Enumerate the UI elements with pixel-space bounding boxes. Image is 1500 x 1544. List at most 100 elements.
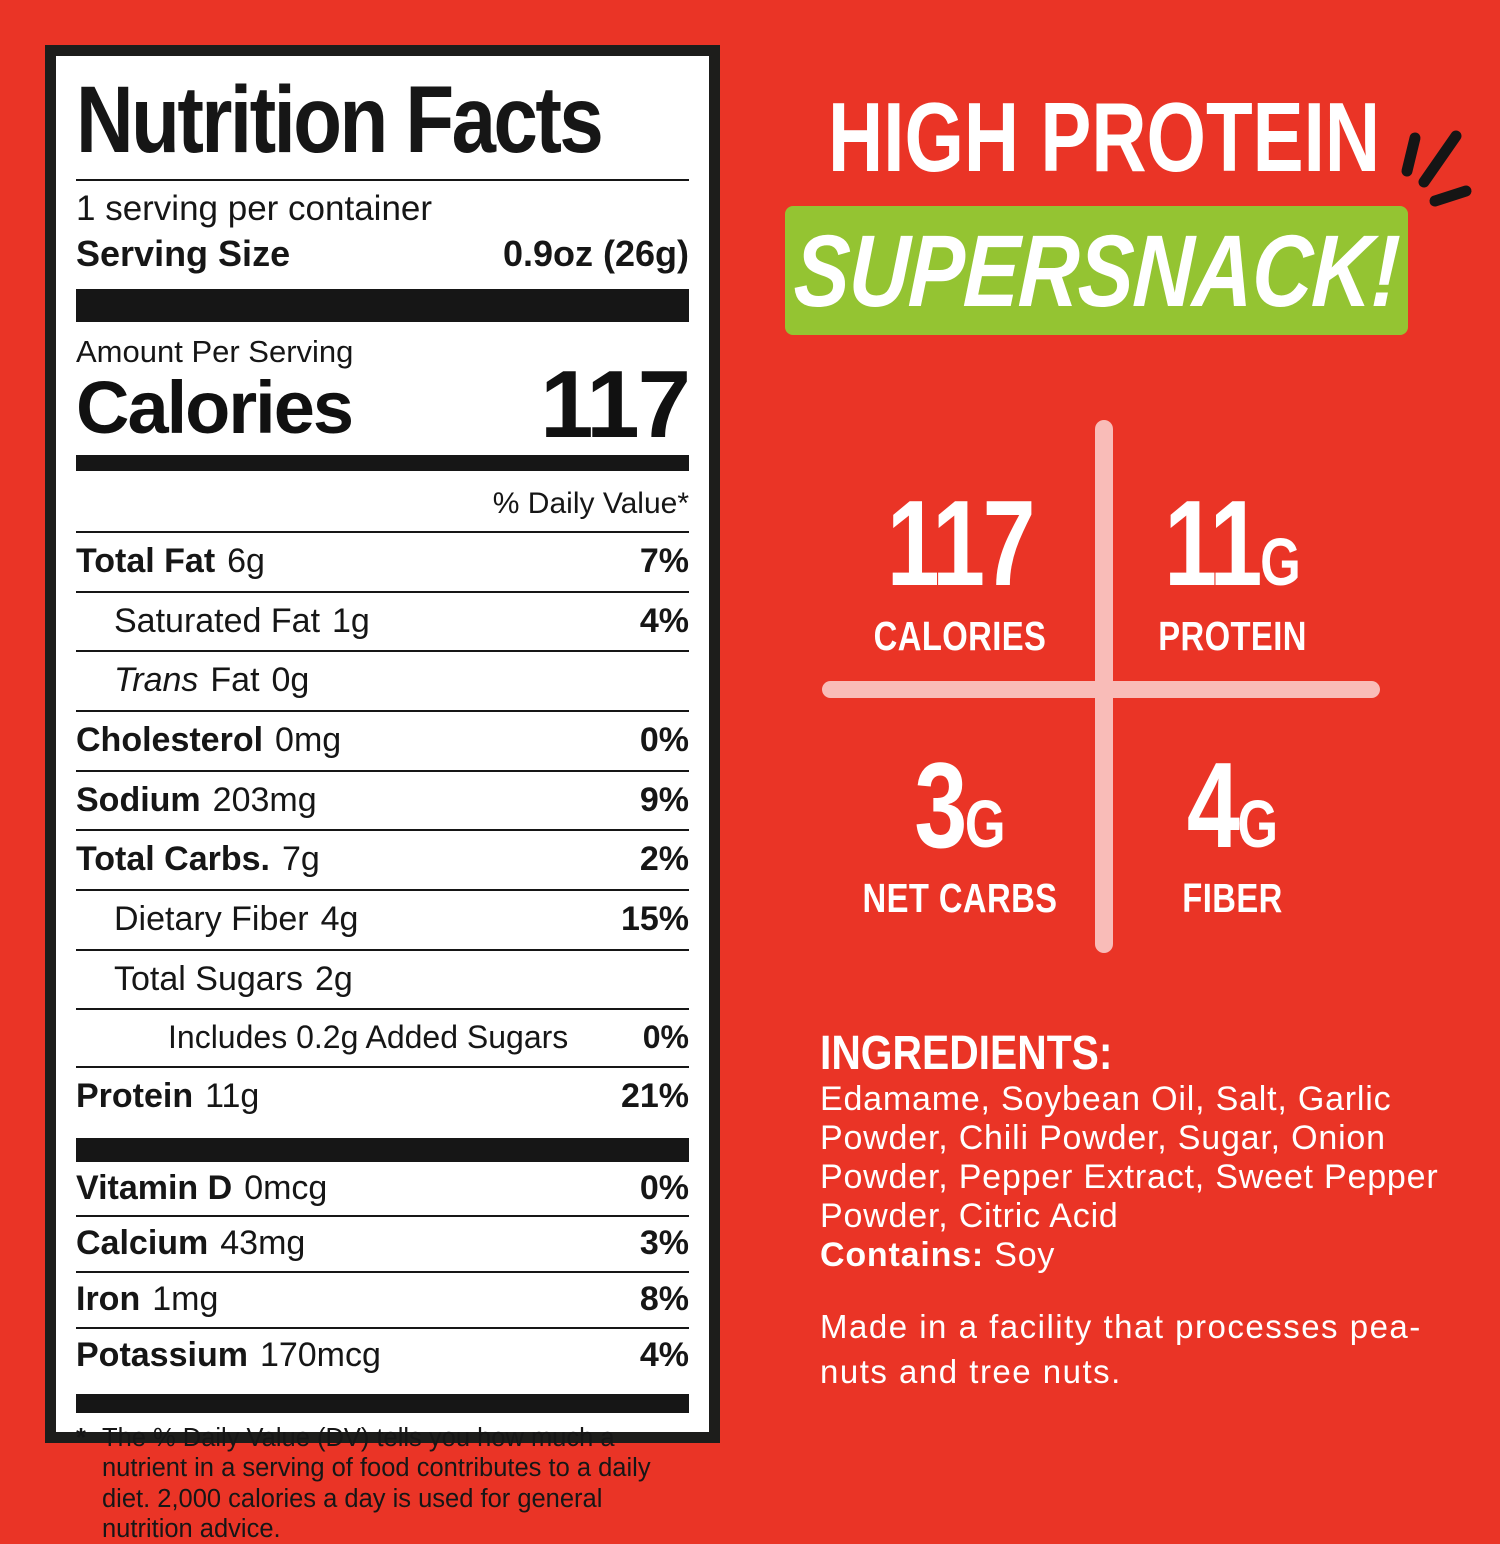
thick-bar bbox=[76, 1394, 689, 1414]
stat-net-carbs-value: 3G bbox=[843, 744, 1077, 866]
ingredients-line: Powder, Pepper Extract, Sweet Pepper bbox=[820, 1158, 1439, 1196]
nutrient-dv: 0% bbox=[639, 720, 689, 759]
stat-calories-value: 117 bbox=[843, 482, 1077, 604]
medium-bar bbox=[76, 454, 689, 471]
nutrient-name: Cholesterol bbox=[76, 720, 264, 759]
nutrient-row-sodium: Sodium 203mg 9% bbox=[76, 769, 689, 830]
allergy-line: Made in a facility that processes pea- bbox=[820, 1308, 1422, 1345]
nutrient-dv: 4% bbox=[639, 601, 689, 640]
nutrient-dv: 9% bbox=[639, 780, 689, 819]
nutrient-amount: 1mg bbox=[152, 1280, 219, 1319]
nutrient-amount: 4g bbox=[320, 899, 359, 938]
vitamin-row-potassium: Potassium 170mcg 4% bbox=[76, 1326, 689, 1383]
nutrient-row-trans-fat: Trans Fat 0g bbox=[76, 650, 689, 710]
nutrient-dv: 3% bbox=[639, 1224, 689, 1263]
stat-fiber-label: FIBER bbox=[1182, 875, 1283, 921]
nutrition-facts-panel: Nutrition Facts 1 serving per container … bbox=[45, 45, 720, 1543]
nutrient-dv: 0% bbox=[642, 1019, 689, 1056]
nutrient-amount: 11g bbox=[205, 1076, 260, 1115]
daily-value-header: % Daily Value* bbox=[492, 486, 689, 520]
nutrient-amount: 0mcg bbox=[244, 1168, 328, 1207]
nutrient-row-saturated-fat: Saturated Fat 1g 4% bbox=[76, 590, 689, 651]
supersnack-banner: SUPERSNACK! bbox=[785, 206, 1408, 335]
stat-calories-label: CALORIES bbox=[873, 613, 1047, 659]
nutrient-name: Iron bbox=[76, 1280, 141, 1319]
stat-net-carbs-label: NET CARBS bbox=[862, 875, 1058, 921]
serving-size-row: Serving Size 0.9oz (26g) bbox=[76, 233, 689, 275]
nutrient-dv: 0% bbox=[639, 1168, 689, 1207]
ingredients-line: Powder, Chili Powder, Sugar, Onion bbox=[820, 1119, 1386, 1157]
nutrient-dv: 4% bbox=[639, 1335, 689, 1374]
servings-per-container: 1 serving per container bbox=[76, 188, 433, 228]
nutrient-name: Dietary Fiber bbox=[114, 899, 309, 938]
nutrient-row-total-fat: Total Fat 6g 7% bbox=[76, 530, 689, 591]
nutrient-amount: 7g bbox=[281, 840, 320, 879]
daily-value-footnote: * The % Daily Value (DV) tells you how m… bbox=[76, 1423, 689, 1543]
nutrient-amount: 2g bbox=[315, 959, 353, 998]
nutrition-facts-title: Nutrition Facts bbox=[76, 67, 604, 173]
stat-unit: G bbox=[964, 787, 1006, 862]
nutrient-name: Protein bbox=[76, 1076, 194, 1115]
contains-line: Contains: Soy bbox=[820, 1236, 1440, 1275]
stat-number: 4 bbox=[1186, 737, 1240, 873]
stat-fiber-value: 4G bbox=[1133, 744, 1332, 866]
serving-size-label: Serving Size bbox=[76, 233, 291, 275]
calories-label: Calories bbox=[76, 365, 354, 449]
nutrient-name: Total Carbs. bbox=[76, 840, 270, 879]
stat-calories: 117 CALORIES bbox=[810, 482, 1110, 657]
supersnack-text: SUPERSNACK! bbox=[791, 213, 1402, 328]
stat-number: 3 bbox=[914, 737, 967, 873]
nutrient-amount: 203mg bbox=[212, 780, 317, 819]
nutrient-name: Trans bbox=[114, 661, 199, 700]
calories-row: Calories 117 bbox=[76, 351, 691, 459]
stat-net-carbs: 3G NET CARBS bbox=[810, 744, 1110, 919]
ingredients-text: Edamame, Soybean Oil, Salt, Garlic Powde… bbox=[820, 1080, 1440, 1275]
footnote-text: The % Daily Value (DV) tells you how muc… bbox=[102, 1424, 651, 1543]
thick-bar bbox=[76, 289, 689, 323]
nutrient-name: Saturated Fat bbox=[114, 601, 321, 640]
nutrient-amount: 43mg bbox=[220, 1224, 306, 1263]
contains-value: Soy bbox=[983, 1236, 1056, 1274]
high-protein-headline: HIGH PROTEIN bbox=[828, 82, 1381, 192]
stat-protein-value: 11G bbox=[1133, 482, 1332, 604]
emphasis-burst-icon bbox=[1401, 130, 1472, 207]
nutrient-row-protein: Protein 11g 21% bbox=[76, 1065, 689, 1126]
nutrient-dv: 15% bbox=[620, 899, 689, 938]
stat-number: 117 bbox=[886, 475, 1036, 611]
nutrient-row-added-sugars: Includes 0.2g Added Sugars 0% bbox=[76, 1008, 689, 1066]
nutrient-amount: 0mg bbox=[275, 720, 342, 759]
nutrient-row-cholesterol: Cholesterol 0mg 0% bbox=[76, 709, 689, 770]
stat-fiber: 4G FIBER bbox=[1105, 744, 1360, 919]
nutrient-amount: 6g bbox=[227, 541, 265, 580]
vitamin-row-calcium: Calcium 43mg 3% bbox=[76, 1215, 689, 1271]
stat-number: 11 bbox=[1164, 475, 1262, 611]
contains-label: Contains: bbox=[820, 1236, 984, 1274]
footnote-asterisk: * bbox=[76, 1424, 86, 1453]
nutrient-row-dietary-fiber: Dietary Fiber 4g 15% bbox=[76, 888, 689, 949]
thick-bar bbox=[76, 1137, 689, 1162]
ingredients-line: Powder, Citric Acid bbox=[820, 1197, 1119, 1235]
nutrient-dv: 21% bbox=[620, 1076, 689, 1115]
stat-unit: G bbox=[1260, 525, 1301, 600]
calories-value: 117 bbox=[540, 351, 691, 459]
nutrient-name: Sodium bbox=[76, 780, 201, 819]
nutrient-name: Total Sugars bbox=[114, 959, 303, 998]
nutrient-name: Includes 0.2g Added Sugars bbox=[168, 1019, 569, 1056]
nutrient-dv: 2% bbox=[639, 840, 689, 879]
ingredients-title: INGREDIENTS: bbox=[820, 1027, 1113, 1080]
stat-unit: G bbox=[1237, 787, 1279, 862]
nutrient-dv: 7% bbox=[639, 541, 689, 580]
nutrient-amount: 0g bbox=[271, 661, 310, 700]
divider bbox=[76, 178, 689, 181]
stat-protein-label: PROTEIN bbox=[1158, 613, 1307, 659]
nutrient-name: Total Fat bbox=[76, 541, 216, 580]
nutrient-dv: 8% bbox=[639, 1280, 689, 1319]
vitamin-row-vitamin-d: Vitamin D 0mcg 0% bbox=[76, 1162, 689, 1216]
stat-protein: 11G PROTEIN bbox=[1105, 482, 1360, 657]
nutrient-name: Calcium bbox=[76, 1224, 209, 1263]
nutrient-name: Vitamin D bbox=[76, 1168, 233, 1207]
nutrient-amount: 170mcg bbox=[259, 1335, 381, 1374]
nutrient-row-total-carbs: Total Carbs. 7g 2% bbox=[76, 829, 689, 889]
allergy-note: Made in a facility that processes pea- n… bbox=[820, 1304, 1460, 1394]
nutrient-row-total-sugars: Total Sugars 2g bbox=[76, 948, 689, 1009]
